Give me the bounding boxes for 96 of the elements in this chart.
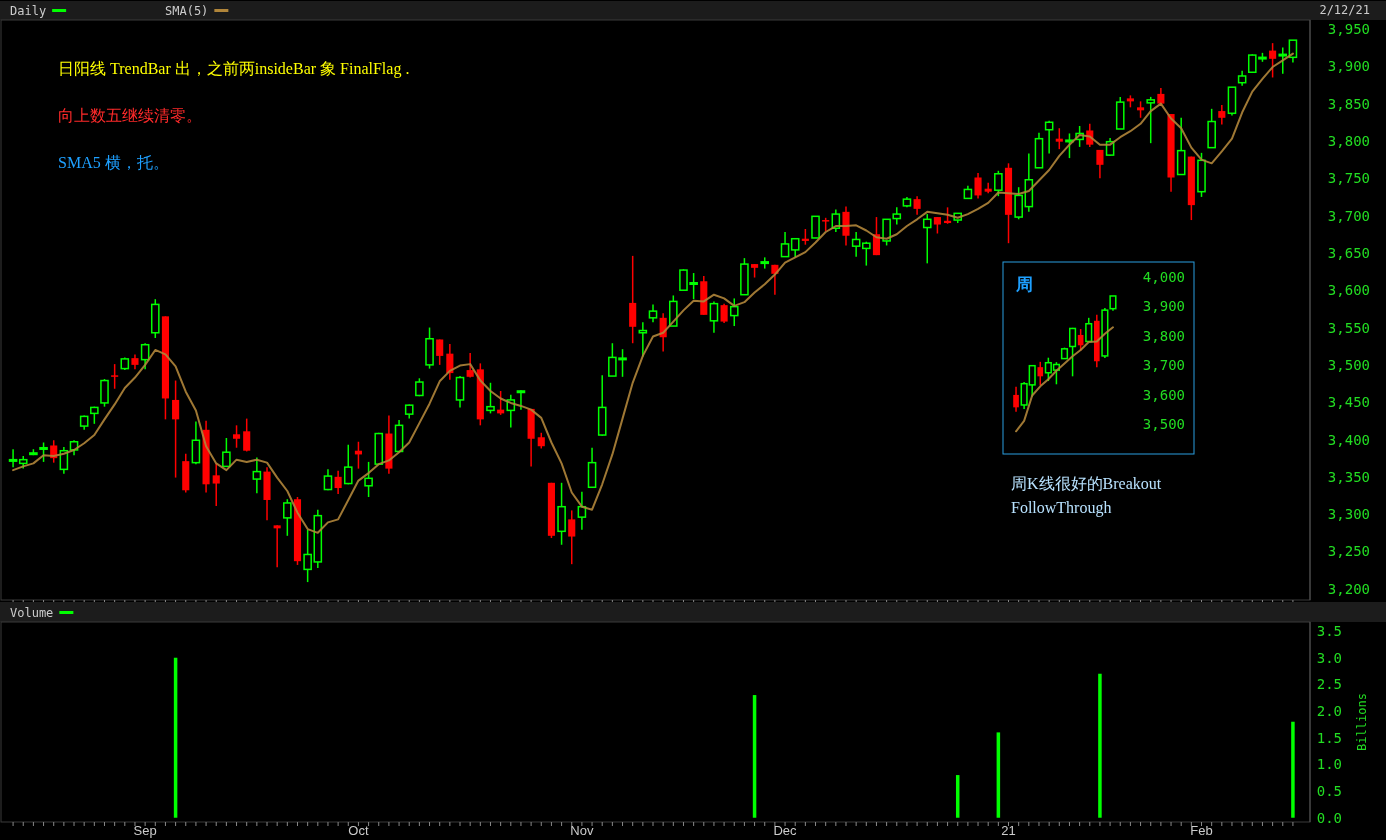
candlestick <box>1069 327 1077 378</box>
y-tick-label: 3,500 <box>1327 356 1370 373</box>
candlestick <box>8 448 18 468</box>
bar <box>1098 673 1102 818</box>
y-tick-label: 4,000 <box>1142 268 1185 285</box>
candlestick <box>222 437 231 468</box>
candlestick <box>913 195 921 216</box>
y-tick-label: 3,800 <box>1327 132 1370 149</box>
candlestick <box>1014 186 1023 221</box>
candlestick <box>436 338 444 366</box>
legend-label: SMA(5) <box>165 4 209 18</box>
bar <box>1291 721 1295 818</box>
y-tick-label: 3,950 <box>1327 20 1370 37</box>
y-tick-label: 3,400 <box>1327 431 1370 448</box>
candlestick <box>191 420 201 465</box>
candlestick <box>111 363 119 390</box>
y-tick-label: 3,900 <box>1327 58 1370 75</box>
y-tick-label: 2.0 <box>1316 703 1342 720</box>
x-tick-label: Sep <box>133 823 157 838</box>
y-tick-label: 0.5 <box>1316 783 1342 800</box>
candlestick <box>334 470 342 495</box>
x-tick-label: 21 <box>1001 823 1016 838</box>
candlestick <box>343 443 353 486</box>
candlestick <box>729 297 739 327</box>
y-tick-label: 3,700 <box>1142 357 1185 374</box>
annotation: SMA5 横，托。 <box>58 154 169 171</box>
legend-label: Daily <box>10 4 47 18</box>
candlestick <box>892 206 902 226</box>
y-tick-label: 3,550 <box>1327 319 1370 336</box>
y-tick-label: 3,500 <box>1142 416 1185 433</box>
candlestick <box>1013 385 1019 413</box>
candlestick <box>851 231 861 258</box>
y-tick-label: 2.5 <box>1316 676 1342 693</box>
candlestick <box>629 255 637 344</box>
candlestick <box>1146 96 1156 144</box>
y-tick-label: 0.0 <box>1316 809 1342 826</box>
candlestick <box>466 352 474 379</box>
annotation: 周K线很好的Breakout FollowThrough <box>1011 475 1162 517</box>
candlestick <box>842 205 850 247</box>
x-tick-label: Oct <box>348 823 369 838</box>
candlestick <box>709 300 719 334</box>
candlestick <box>994 170 1003 197</box>
y-tick-label: 1.5 <box>1316 729 1342 746</box>
y-tick-label: 3,250 <box>1327 543 1370 560</box>
x-tick-label: Feb <box>1190 823 1213 838</box>
candlestick <box>1037 361 1044 386</box>
candlestick <box>172 379 180 479</box>
candlestick <box>100 378 109 408</box>
candlestick <box>232 424 241 449</box>
candlestick <box>811 215 820 239</box>
candlestick <box>283 498 292 537</box>
candlestick <box>974 172 982 200</box>
y-axis-title: Billions <box>1355 693 1369 751</box>
y-tick-label: 3,700 <box>1327 207 1370 224</box>
text: 周 <box>1015 275 1033 294</box>
candlestick <box>1055 127 1063 150</box>
x-tick-label: Dec <box>773 823 798 838</box>
y-tick-label: 3,850 <box>1327 95 1370 112</box>
annotation: 向上数五继续清零。 <box>58 107 202 124</box>
annotation: 日阳线 TrendBar 出，之前两insideBar 象 FinalFlag . <box>58 60 410 78</box>
candlestick <box>212 462 220 507</box>
candlestick <box>1269 42 1277 79</box>
candlestick <box>486 382 495 415</box>
y-tick-label: 3.0 <box>1316 649 1342 666</box>
legend-label: Volume <box>10 606 54 620</box>
y-tick-label: 3,300 <box>1327 506 1370 523</box>
y-tick-label: 3,600 <box>1142 386 1185 403</box>
candlestick <box>882 218 891 247</box>
y-tick-label: 3,900 <box>1142 298 1185 315</box>
y-tick-label: 3,200 <box>1327 580 1370 597</box>
candlestick <box>39 441 48 463</box>
candlestick <box>140 342 150 371</box>
y-tick-label: 3.5 <box>1316 623 1342 640</box>
candlestick <box>273 524 281 568</box>
candlestick <box>1176 117 1186 176</box>
y-tick-label: 3,750 <box>1327 170 1370 187</box>
candlestick <box>364 461 373 498</box>
candlestick <box>1278 46 1288 75</box>
candlestick <box>720 302 728 324</box>
y-tick-label: 3,600 <box>1327 282 1370 299</box>
x-tick-label: Nov <box>570 823 594 838</box>
y-tick-label: 1.0 <box>1316 756 1342 773</box>
candlestick <box>1218 104 1226 126</box>
text: 2/12/21 <box>1319 3 1370 17</box>
y-tick-label: 3,650 <box>1327 244 1370 261</box>
candlestick <box>568 509 576 565</box>
candlestick <box>243 417 251 453</box>
candlestick <box>455 375 465 409</box>
y-tick-label: 3,350 <box>1327 468 1370 485</box>
y-tick-label: 3,800 <box>1142 327 1185 344</box>
candlestick <box>922 213 932 265</box>
candlestick <box>516 389 526 411</box>
candlestick <box>780 231 790 258</box>
candlestick <box>252 456 262 495</box>
y-tick-label: 3,450 <box>1327 394 1370 411</box>
candlestick <box>1096 149 1104 179</box>
